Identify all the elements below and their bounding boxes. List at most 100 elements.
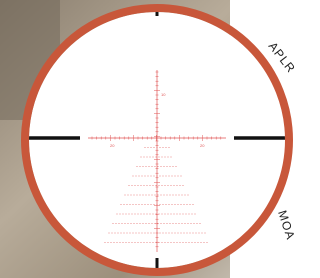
holdover-dot (192, 214, 193, 215)
holdover-dot (124, 204, 125, 205)
holdover-dot (166, 204, 167, 205)
holdover-dot (174, 214, 175, 215)
holdover-dot (163, 176, 164, 177)
holdover-dot (113, 223, 114, 224)
holdover-dot (131, 195, 132, 196)
holdover-dot (162, 242, 163, 243)
holdover-dot (108, 242, 109, 243)
holdover-dot (193, 204, 194, 205)
holdover-dot (158, 223, 159, 224)
holdover-dot (200, 223, 201, 224)
holdover-dot (153, 157, 154, 158)
holdover-dot (181, 176, 182, 177)
reticle-scene: 10 20 20 APLR MOA (0, 0, 298, 278)
holdover-dot (148, 176, 149, 177)
holdover-dot (134, 223, 135, 224)
holdover-dot (173, 195, 174, 196)
holdover-dot (189, 214, 190, 215)
holdover-dot (128, 195, 129, 196)
holdover-dot (160, 176, 161, 177)
holdover-dot (181, 233, 182, 234)
holdover-dot (129, 185, 130, 186)
holdover-dot (156, 242, 157, 243)
holdover-dot (183, 185, 184, 186)
holdover-dot (138, 214, 139, 215)
holdover-dot (169, 233, 170, 234)
holdover-dot (163, 147, 164, 148)
holdover-dot (156, 214, 157, 215)
holdover-dot (161, 195, 162, 196)
holdover-dot (205, 233, 206, 234)
holdover-dot (188, 223, 189, 224)
holdover-dot (150, 185, 151, 186)
holdover-dot (197, 223, 198, 224)
holdover-dot (182, 223, 183, 224)
holdover-dot (130, 233, 131, 234)
holdover-dot (114, 242, 115, 243)
holdover-dot (123, 242, 124, 243)
reticle-label: 20 (110, 143, 115, 148)
holdover-dot (173, 166, 174, 167)
holdover-dot (180, 242, 181, 243)
holdover-dot (172, 204, 173, 205)
holdover-dot (171, 185, 172, 186)
holdover-dot (165, 185, 166, 186)
holdover-dot (147, 242, 148, 243)
holdover-dot (140, 223, 141, 224)
holdover-dot (174, 242, 175, 243)
holdover-dot (178, 204, 179, 205)
holdover-dot (179, 223, 180, 224)
holdover-dot (146, 166, 147, 167)
holdover-dot (115, 233, 116, 234)
holdover-dot (177, 185, 178, 186)
holdover-dot (151, 176, 152, 177)
holdover-dot (184, 204, 185, 205)
holdover-dot (157, 176, 158, 177)
holdover-dot (122, 223, 123, 224)
holdover-dot (177, 242, 178, 243)
holdover-dot (127, 233, 128, 234)
holdover-dot (171, 157, 172, 158)
holdover-dot (142, 233, 143, 234)
holdover-dot (145, 176, 146, 177)
holdover-dot (176, 195, 177, 196)
holdover-dot (132, 185, 133, 186)
holdover-dot (180, 214, 181, 215)
holdover-dot (168, 214, 169, 215)
holdover-dot (167, 166, 168, 167)
holdover-dot (105, 242, 106, 243)
holdover-dot (148, 233, 149, 234)
holdover-dot (175, 204, 176, 205)
holdover-dot (136, 233, 137, 234)
holdover-dot (167, 223, 168, 224)
holdover-dot (141, 157, 142, 158)
holdover-dot (133, 204, 134, 205)
holdover-dot (133, 176, 134, 177)
holdover-dot (175, 233, 176, 234)
holdover-dot (207, 242, 208, 243)
holdover-dot (184, 233, 185, 234)
holdover-dot (152, 195, 153, 196)
holdover-dot (121, 233, 122, 234)
holdover-dot (204, 242, 205, 243)
holdover-dot (131, 223, 132, 224)
holdover-dot (170, 166, 171, 167)
holdover-dot (187, 204, 188, 205)
holdover-dot (120, 214, 121, 215)
holdover-dot (126, 242, 127, 243)
holdover-dot (109, 233, 110, 234)
holdover-dot (185, 223, 186, 224)
holdover-dot (134, 195, 135, 196)
holdover-dot (124, 233, 125, 234)
holdover-dot (191, 223, 192, 224)
holdover-dot (135, 214, 136, 215)
holdover-dot (157, 204, 158, 205)
holdover-dot (133, 233, 134, 234)
holdover-dot (142, 204, 143, 205)
holdover-dot (163, 233, 164, 234)
holdover-dot (132, 214, 133, 215)
holdover-dot (176, 223, 177, 224)
holdover-dot (150, 157, 151, 158)
holdover-dot (169, 147, 170, 148)
holdover-dot (135, 185, 136, 186)
